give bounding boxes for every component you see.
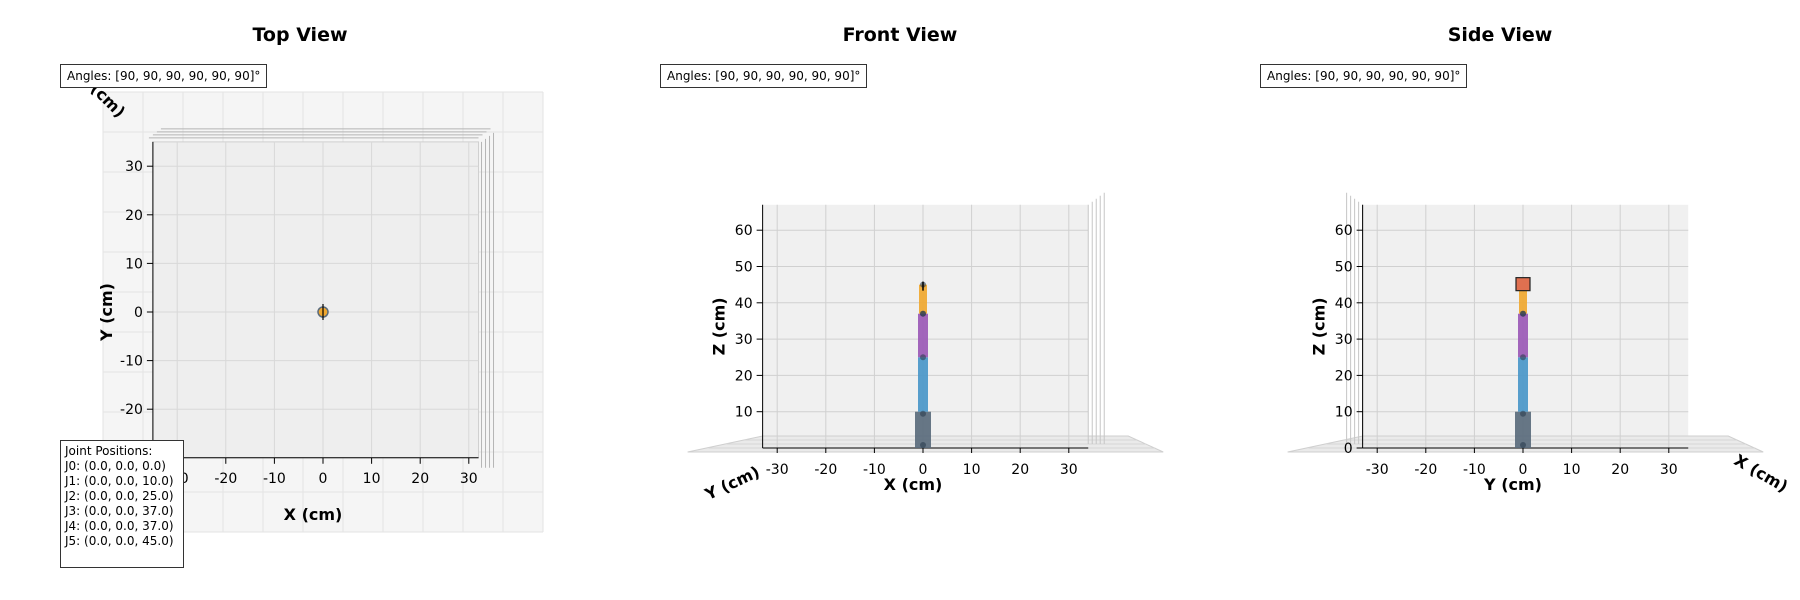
side-view-title: Side View [1447,24,1553,46]
front-view-joint-2 [920,354,926,361]
front-view-base-segment [915,411,931,448]
top-view-y-tick-label: 0 [134,305,143,321]
front-view-title: Front View [842,24,958,46]
top-view-x-label: X (cm) [284,505,343,524]
side-view-angles-box: Angles: [90, 90, 90, 90, 90, 90]° [1260,64,1468,88]
side-view-z-tick-label: 40 [1335,296,1353,312]
side-view-end-effector [1515,277,1531,292]
side-view-x-tick-label: 20 [1611,462,1629,478]
top-view-title: Top View [252,24,348,46]
side-view-joint-0 [1520,442,1526,448]
front-view-depth-label: Y (cm) [701,462,762,504]
side-view-depth-label: X (cm) [1731,450,1791,496]
side-view-x-tick-label: 30 [1660,462,1678,478]
front-view-x-tick-label: -10 [863,462,886,478]
front-view-x-label: X (cm) [884,475,943,494]
side-view-z-tick-label: 10 [1335,405,1353,421]
joint-position-j3: J3: (0.0, 0.0, 37.0) [65,504,174,518]
front-view-z-tick-label: 30 [735,332,753,348]
front-view-x-tick-label: 10 [963,462,981,478]
top-view-y-tick-label: 20 [125,208,143,224]
side-view-x-tick-label: -30 [1366,462,1389,478]
front-view-link3-segment [919,284,927,314]
front-view-link1-segment [918,357,928,412]
top-view-panel: Top View -30-20-100102030-20-100102030X … [0,0,600,600]
top-view-y-tick-label: 30 [125,159,143,175]
front-view-z-tick-label: 40 [735,296,753,312]
side-view-z-tick-label: 30 [1335,332,1353,348]
front-view-x-tick-label: 20 [1011,462,1029,478]
side-view-x-label: Y (cm) [1483,475,1542,494]
front-view-angles-box: Angles: [90, 90, 90, 90, 90, 90]° [660,64,868,88]
front-view-z-tick-label: 20 [735,368,753,384]
front-view-z-tick-label: 10 [735,405,753,421]
top-view-y-label: Y (cm) [97,283,116,342]
top-view-x-tick-label: -20 [214,471,237,487]
top-view-x-tick-label: -10 [263,471,286,487]
front-view-z-tick-label: 60 [735,223,753,239]
side-view-link2-segment [1518,313,1528,358]
top-view-y-tick-label: 10 [125,256,143,272]
side-view-z-label: Z (cm) [1310,297,1329,355]
top-view-y-tick-label: -10 [120,354,143,370]
side-view-z-tick-label: 0 [1344,441,1353,457]
top-view-floor-pane [152,141,480,459]
joint-position-j0: J0: (0.0, 0.0, 0.0) [65,459,166,473]
side-view-x-tick-label: 0 [1519,462,1528,478]
front-view-z-tick-label: 50 [735,260,753,276]
front-view-panel: Front View -30 -20 -10 0 10 20 30 10 20 30 40 50 60 X… [600,0,1200,600]
top-view-angles-box: Angles: [90, 90, 90, 90, 90, 90]° [60,64,268,88]
side-view-link3-segment [1519,284,1527,314]
front-view-joint-4 [920,310,926,317]
top-view-x-tick-label: 20 [411,471,429,487]
joint-positions-heading: Joint Positions: [65,444,153,458]
joint-position-j5: J5: (0.0, 0.0, 45.0) [65,534,174,548]
front-view-joint-1 [920,410,926,417]
front-view-x-tick-label: 0 [919,462,928,478]
side-view-x-tick-label: -20 [1414,462,1437,478]
front-view-x-tick-label: -30 [766,462,789,478]
side-view-joint-4 [1520,310,1526,317]
side-view-x-tick-label: -10 [1463,462,1486,478]
side-view-z-tick-label: 50 [1335,260,1353,276]
front-view-z-label: Z (cm) [710,297,729,355]
top-view-y-tick-label: -20 [120,402,143,418]
front-view-x-tick-label: -20 [814,462,837,478]
front-view-joint-0 [920,442,926,448]
side-view-joint-2 [1520,354,1526,361]
front-view-link2-segment [918,313,928,358]
side-view-panel: Side View -30 -20 -10 0 10 20 30 0 10 20 30 40 50 60 Y… [1200,0,1800,600]
front-view-x-tick-label: 30 [1060,462,1078,478]
side-view-base-segment [1515,411,1531,448]
top-view-x-tick-label: 10 [363,471,381,487]
side-view-link1-segment [1518,357,1528,412]
top-view-x-tick-label: 30 [460,471,478,487]
joint-positions-box: Joint Positions: J0: (0.0, 0.0, 0.0) J1:… [60,440,184,568]
joint-position-j4: J4: (0.0, 0.0, 37.0) [65,519,174,533]
side-view-plot: -30 -20 -10 0 10 20 30 0 10 20 30 40 50 60 Y (cm) Z (cm… [1287,192,1791,496]
joint-position-j1: J1: (0.0, 0.0, 10.0) [65,474,174,488]
side-view-z-tick-label: 20 [1335,368,1353,384]
side-view-x-tick-label: 10 [1563,462,1581,478]
side-view-z-tick-label: 60 [1335,223,1353,239]
front-view-plot: -30 -20 -10 0 10 20 30 10 20 30 40 50 60 X (cm) Z (cm)… [687,192,1164,504]
side-view-joint-1 [1520,410,1526,417]
top-view-x-tick-label: 0 [319,471,328,487]
joint-position-j2: J2: (0.0, 0.0, 25.0) [65,489,174,503]
